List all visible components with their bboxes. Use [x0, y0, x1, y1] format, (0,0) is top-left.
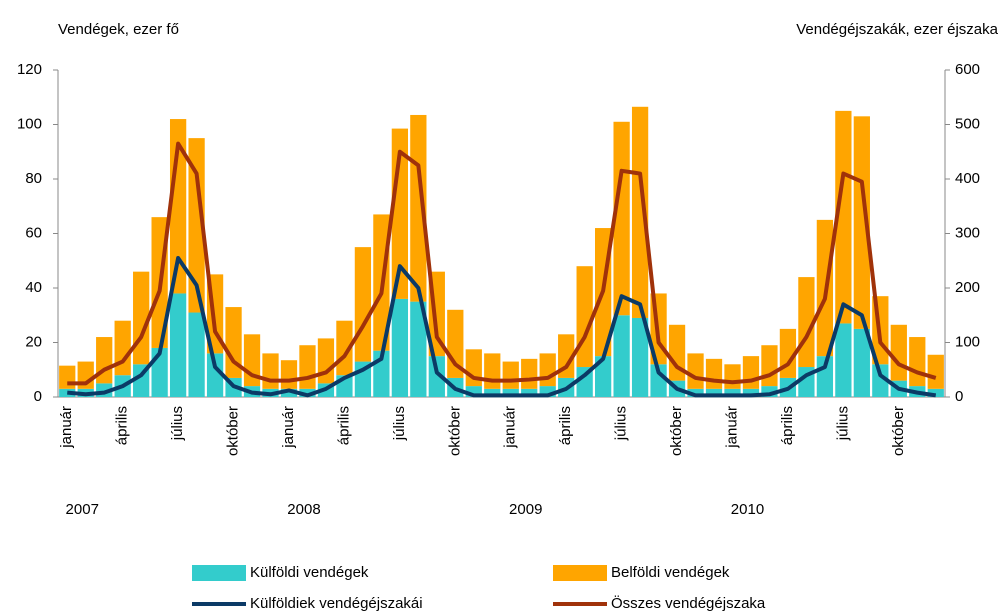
line — [67, 141, 937, 386]
legend-label: Belföldi vendégek — [611, 564, 730, 581]
bar — [872, 364, 889, 397]
bar — [354, 247, 372, 362]
bar — [521, 358, 538, 389]
x-tick-label: október — [225, 406, 242, 456]
y2-tick-label: 400 — [955, 170, 980, 187]
x-tick-label: január — [58, 406, 75, 449]
bar — [188, 138, 205, 313]
bar — [742, 388, 760, 397]
bar — [927, 354, 944, 389]
bar — [280, 360, 298, 389]
bar — [169, 293, 187, 397]
bar — [558, 334, 575, 378]
y2-tick-label: 100 — [955, 333, 980, 350]
y-tick-label: 120 — [17, 61, 42, 78]
bar — [631, 106, 649, 318]
bar — [410, 301, 427, 397]
legend-label: Külföldi vendégek — [250, 564, 369, 581]
x-tick-label: július — [169, 406, 186, 441]
bar — [650, 364, 667, 397]
bar — [576, 266, 593, 368]
y2-axis-title: Vendégéjszakák, ezer éjszaka — [796, 21, 998, 38]
bar — [188, 312, 205, 397]
bar — [539, 353, 556, 387]
bar — [724, 364, 741, 389]
bar — [299, 345, 316, 389]
line — [67, 256, 937, 398]
x-tick-label: április — [557, 406, 574, 445]
y2-tick-label: 500 — [955, 115, 980, 132]
bar — [225, 307, 242, 378]
x-tick-label: július — [613, 406, 630, 441]
bar — [761, 345, 778, 387]
x-tick-label: április — [114, 406, 131, 445]
bar — [280, 388, 298, 397]
y-tick-label: 0 — [34, 388, 42, 405]
y-tick-label: 40 — [25, 279, 42, 296]
y2-tick-label: 600 — [955, 61, 980, 78]
x-tick-label: április — [779, 406, 796, 445]
bar — [909, 337, 926, 387]
x-tick-label: október — [668, 406, 685, 456]
y-tick-label: 100 — [17, 115, 42, 132]
bar — [835, 323, 852, 397]
bar — [428, 356, 445, 397]
bar — [835, 110, 852, 324]
year-label: 2009 — [509, 501, 542, 518]
bar — [502, 361, 519, 389]
bar — [724, 388, 741, 397]
bar — [761, 386, 778, 397]
bar — [114, 320, 131, 376]
bar — [668, 324, 686, 381]
bar — [576, 367, 593, 397]
bar — [687, 388, 704, 397]
bar — [705, 358, 723, 389]
x-tick-label: október — [890, 406, 907, 456]
bar — [521, 388, 538, 397]
bar — [299, 388, 316, 397]
bar — [484, 388, 501, 397]
x-tick-label: január — [502, 406, 519, 449]
year-label: 2008 — [287, 501, 320, 518]
bar — [539, 386, 556, 397]
bar — [206, 353, 224, 397]
bar — [687, 353, 704, 389]
y2-tick-label: 200 — [955, 279, 980, 296]
x-tick-label: január — [723, 406, 740, 449]
bar — [613, 315, 630, 397]
legend-swatch — [553, 565, 607, 581]
year-label: 2010 — [731, 501, 764, 518]
legend-label: Külföldiek vendégéjszakái — [250, 595, 423, 612]
y-tick-label: 20 — [25, 333, 42, 350]
bar — [927, 388, 944, 397]
y-tick-label: 60 — [25, 224, 42, 241]
year-label: 2007 — [66, 501, 99, 518]
legend-label: Összes vendégéjszaka — [611, 594, 766, 612]
x-tick-label: január — [280, 406, 297, 449]
x-tick-label: október — [446, 406, 463, 456]
bar — [631, 317, 649, 397]
bar — [742, 356, 760, 389]
legend-swatch — [192, 565, 246, 581]
bar — [816, 356, 834, 397]
y-tick-label: 80 — [25, 170, 42, 187]
bar — [705, 388, 723, 397]
bar — [890, 324, 907, 381]
bar — [595, 356, 612, 397]
bar — [853, 116, 870, 329]
bar — [853, 328, 870, 397]
bar — [465, 386, 482, 397]
y2-tick-label: 300 — [955, 224, 980, 241]
bar — [391, 298, 408, 397]
x-tick-label: július — [834, 406, 851, 441]
y2-tick-label: 0 — [955, 388, 963, 405]
y-axis-title: Vendégek, ezer fő — [58, 21, 179, 38]
bar — [502, 388, 519, 397]
bar — [484, 353, 501, 389]
bar — [317, 338, 335, 384]
bar — [262, 353, 279, 389]
x-tick-label: július — [391, 406, 408, 441]
x-tick-label: április — [335, 406, 352, 445]
